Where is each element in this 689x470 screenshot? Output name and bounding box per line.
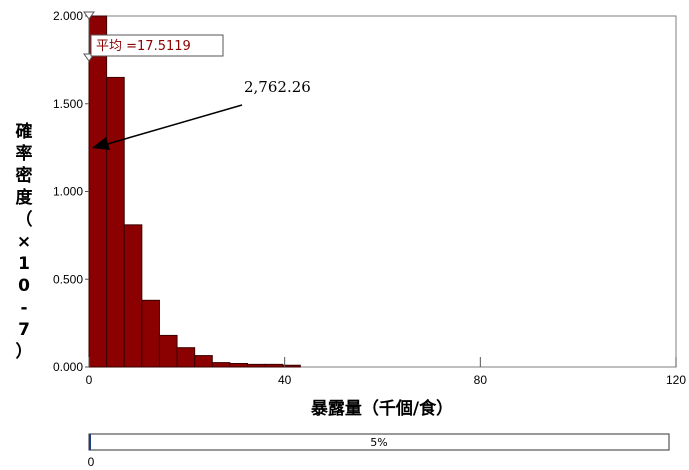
y-tick-label: 0.000	[53, 360, 83, 374]
y-tick-label: 0.500	[53, 272, 83, 286]
percentile-left-label: 0	[88, 455, 95, 469]
x-tick-label: 40	[278, 373, 292, 387]
y-ticks-group: 0.000 0.500 1.000 1.500 2.000	[53, 9, 89, 374]
annotation-label: 2,762.26	[244, 78, 311, 96]
y-tick-label: 2.000	[53, 9, 83, 23]
histogram-bar	[141, 299, 160, 368]
histogram-bar	[282, 364, 301, 368]
y-tick-label: 1.000	[53, 185, 83, 199]
y-tick-label: 1.500	[53, 97, 83, 111]
annotation-arrow-line	[103, 104, 243, 146]
histogram-bar	[229, 362, 248, 368]
histogram-bar	[106, 76, 125, 368]
mean-label-box	[90, 34, 224, 57]
histogram-bar	[194, 355, 213, 368]
mean-label: 平均 =17.5119	[96, 39, 191, 54]
x-tick-label: 0	[86, 373, 93, 387]
histogram-bar	[264, 363, 284, 368]
y-axis-title: 確率密度（× 1 0 -7）	[16, 121, 34, 362]
histogram-bar	[211, 362, 231, 368]
percentile-label: 5%	[370, 436, 387, 449]
annotation-arrowhead-icon	[92, 137, 110, 150]
histogram-bar	[88, 15, 108, 368]
histogram-bar	[176, 347, 196, 368]
histogram-bar	[158, 334, 178, 368]
x-ticks-group: 0 40 80 120	[86, 357, 686, 387]
y-axis-title-group: 確率密度（× 1 0 -7）	[16, 121, 34, 362]
bars-group	[88, 15, 301, 368]
x-axis-title: 暴露量（千個/食）	[310, 398, 453, 419]
plot-area	[88, 15, 677, 368]
mean-marker-top-icon	[83, 11, 95, 20]
x-tick-label: 120	[666, 373, 686, 387]
histogram-bar	[123, 224, 143, 368]
x-tick-label: 80	[474, 373, 488, 387]
histogram-bar	[246, 363, 266, 368]
